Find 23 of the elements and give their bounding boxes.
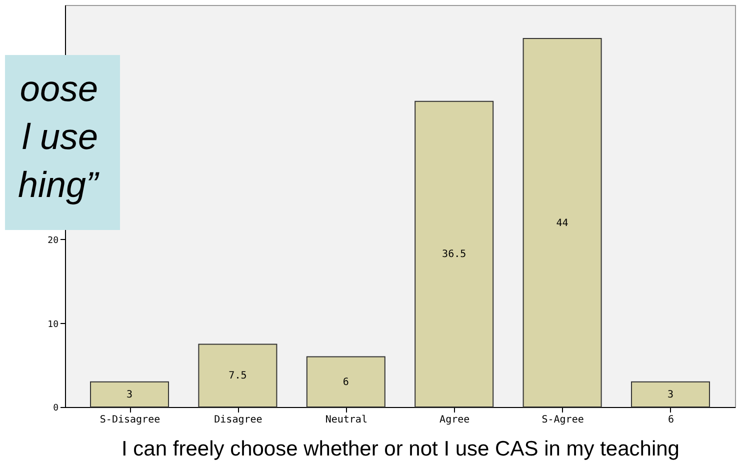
y-tick-label: 0 bbox=[53, 404, 58, 414]
x-axis-title: I can freely choose whether or not I use CAS in my teaching bbox=[122, 438, 680, 460]
data-label: 36.5 bbox=[442, 249, 466, 260]
bar bbox=[90, 381, 170, 408]
data-label: 3 bbox=[126, 389, 133, 400]
x-tick-label: Agree bbox=[440, 414, 470, 426]
annotation: oose l use hing” bbox=[18, 68, 100, 205]
bar bbox=[522, 38, 602, 408]
data-label: 6 bbox=[342, 376, 349, 388]
y-tick-label: 10 bbox=[48, 320, 58, 330]
x-tick-label: S-Agree bbox=[542, 414, 584, 426]
data-label: 7.5 bbox=[228, 370, 247, 382]
x-tick-label: S-Disagree bbox=[100, 414, 160, 426]
data-label: 44 bbox=[556, 218, 568, 229]
bar bbox=[414, 100, 494, 408]
bar bbox=[306, 356, 386, 408]
y-tick-label: 20 bbox=[48, 236, 58, 246]
x-tick-label: 6 bbox=[668, 414, 674, 426]
x-tick-label: Neutral bbox=[325, 414, 368, 426]
x-tick-label: Disagree bbox=[214, 414, 262, 426]
data-label: 3 bbox=[667, 389, 674, 400]
bar bbox=[630, 381, 710, 408]
bar bbox=[198, 344, 278, 408]
